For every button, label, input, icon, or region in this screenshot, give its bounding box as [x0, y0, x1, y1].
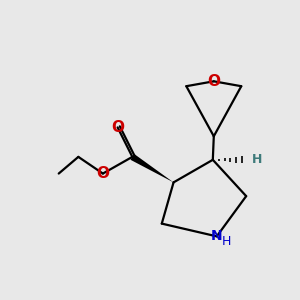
Polygon shape: [130, 154, 174, 182]
Text: O: O: [207, 74, 220, 89]
Text: O: O: [96, 166, 110, 181]
Text: O: O: [111, 120, 124, 135]
Text: H: H: [222, 235, 231, 248]
Text: N: N: [211, 230, 223, 243]
Text: H: H: [252, 153, 262, 166]
